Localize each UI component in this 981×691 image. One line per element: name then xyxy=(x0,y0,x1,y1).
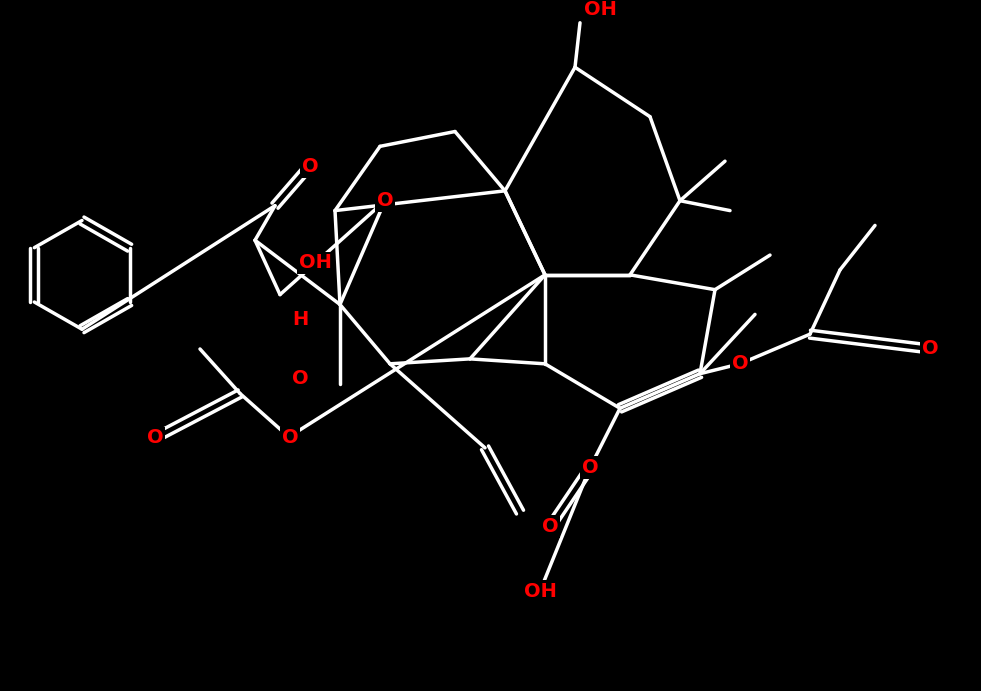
Text: OH: OH xyxy=(524,582,556,600)
Text: O: O xyxy=(732,354,749,373)
Text: O: O xyxy=(147,428,163,448)
Text: O: O xyxy=(542,518,558,536)
Text: OH: OH xyxy=(584,1,616,19)
Text: O: O xyxy=(377,191,393,210)
Text: O: O xyxy=(282,428,298,448)
Text: O: O xyxy=(291,369,308,388)
Text: H: H xyxy=(292,310,308,329)
Text: O: O xyxy=(922,339,938,359)
Text: OH: OH xyxy=(298,254,332,272)
Text: O: O xyxy=(302,157,318,176)
Text: O: O xyxy=(582,458,598,477)
